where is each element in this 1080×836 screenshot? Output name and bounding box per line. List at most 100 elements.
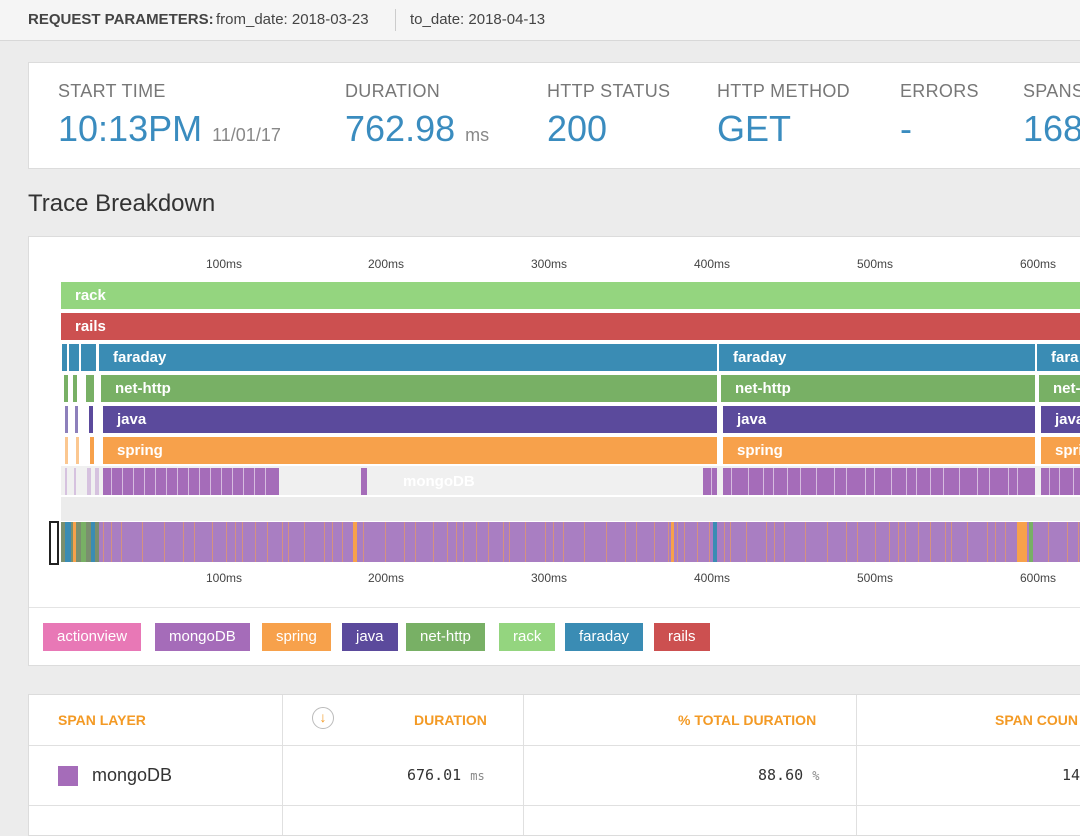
errors-value: - — [900, 108, 912, 149]
minimap-stripe — [332, 522, 333, 562]
header-span-layer[interactable]: SPAN LAYER — [58, 712, 146, 728]
span-bar-mongodb-small[interactable] — [95, 468, 99, 495]
span-bar-spring[interactable]: spring — [103, 437, 717, 464]
span-bar-net-http-small[interactable] — [86, 375, 94, 402]
span-bar-mongodb-small[interactable] — [65, 468, 67, 495]
span-bar-faraday[interactable]: fara — [1037, 344, 1080, 371]
minimap-stripe — [684, 522, 685, 562]
minimap-stripe — [447, 522, 448, 562]
span-bar-spring[interactable]: spri — [1041, 437, 1080, 464]
pct-unit: % — [812, 769, 820, 783]
span-bar-mongodb-small[interactable] — [87, 468, 91, 495]
span-bar-spring-small[interactable] — [65, 437, 68, 464]
minimap-stripe — [1048, 522, 1049, 562]
span-bar-net-http[interactable]: net-http — [721, 375, 1035, 402]
span-bar-mongodb[interactable] — [1041, 468, 1080, 495]
span-separator — [800, 468, 801, 495]
span-bar-label: net- — [1053, 380, 1080, 397]
span-bar-spring[interactable]: spring — [723, 437, 1035, 464]
minimap-stripe — [81, 522, 86, 562]
header-span-count[interactable]: SPAN COUN — [995, 712, 1078, 728]
spans-label: SPANS — [1023, 81, 1080, 101]
minimap-stripe — [889, 522, 890, 562]
span-bar-java[interactable]: java — [1041, 406, 1080, 433]
minimap-stripe — [164, 522, 165, 562]
minimap-stripe — [857, 522, 858, 562]
trace-minimap[interactable] — [61, 522, 1080, 562]
duration-value: 762.98 — [345, 108, 456, 149]
timeline-empty-band — [61, 497, 1080, 521]
legend-item-java[interactable]: java — [342, 623, 398, 651]
span-separator — [111, 468, 112, 495]
span-bar-net-http-small[interactable] — [64, 375, 68, 402]
legend-item-mongodb[interactable]: mongoDB — [155, 623, 250, 651]
span-bar-label: rails — [75, 318, 106, 335]
span-bar-java-small[interactable] — [65, 406, 68, 433]
span-bar-mongodb-label-wrap: mongoDB — [359, 468, 701, 495]
duration-value: 676.01 — [407, 766, 462, 784]
errors-label: ERRORS — [900, 81, 979, 101]
legend-item-net-http[interactable]: net-http — [406, 623, 485, 651]
minimap-stripe — [212, 522, 213, 562]
legend-item-faraday[interactable]: faraday — [565, 623, 644, 651]
table-row-duration: 676.01 ms — [407, 745, 485, 805]
minimap-stripe — [846, 522, 847, 562]
legend-item-rails[interactable]: rails — [654, 623, 710, 651]
span-bar-mongodb[interactable] — [703, 468, 717, 495]
span-separator — [254, 468, 255, 495]
span-bar-java-small[interactable] — [89, 406, 93, 433]
span-bar-faraday-small[interactable] — [62, 344, 67, 371]
span-separator — [155, 468, 156, 495]
span-bar-spring-small[interactable] — [90, 437, 94, 464]
span-separator — [1073, 468, 1074, 495]
axis-tick-label: 300ms — [530, 257, 568, 271]
header-duration[interactable]: DURATION — [414, 712, 487, 728]
span-bar-faraday[interactable]: faraday — [99, 344, 717, 371]
minimap-stripe — [774, 522, 775, 562]
minimap-stripe — [65, 522, 71, 562]
span-bar-net-http[interactable]: net- — [1039, 375, 1080, 402]
span-separator — [166, 468, 167, 495]
minimap-stripe — [875, 522, 876, 562]
span-bar-label: rack — [75, 287, 106, 304]
span-bar-rails[interactable]: rails — [61, 313, 1080, 340]
minimap-stripe — [945, 522, 946, 562]
span-separator — [874, 468, 875, 495]
http-status-label: HTTP STATUS — [547, 81, 671, 101]
minimap-stripe — [995, 522, 996, 562]
span-bar-mongodb[interactable] — [723, 468, 1035, 495]
column-divider — [523, 695, 524, 835]
span-bar-spring-small[interactable] — [76, 437, 79, 464]
sort-desc-icon[interactable]: ↓ — [312, 707, 334, 729]
minimap-stripe — [304, 522, 305, 562]
minimap-stripe — [121, 522, 122, 562]
span-bar-java-small[interactable] — [75, 406, 78, 433]
header-pct-total-duration[interactable]: % TOTAL DURATION — [678, 712, 817, 728]
span-separator — [199, 468, 200, 495]
start-time-value: 10:13PM — [58, 108, 203, 149]
span-bar-faraday[interactable]: faraday — [719, 344, 1035, 371]
minimap-range-handle[interactable] — [49, 521, 59, 565]
legend-item-rack[interactable]: rack — [499, 623, 556, 651]
span-bar-java[interactable]: java — [103, 406, 717, 433]
span-bar-label: faraday — [113, 349, 167, 366]
minimap-stripe — [476, 522, 477, 562]
span-bar-faraday-small[interactable] — [69, 344, 79, 371]
from-date-param: from_date: 2018-03-23 — [216, 11, 369, 28]
minimap-stripe — [1067, 522, 1068, 562]
span-bar-mongodb-small[interactable] — [74, 468, 76, 495]
legend-item-spring[interactable]: spring — [262, 623, 331, 651]
span-bar-mongodb[interactable] — [361, 468, 367, 495]
span-separator — [1008, 468, 1009, 495]
axis-tick-label: 200ms — [367, 257, 405, 271]
span-bar-rack[interactable]: rack — [61, 282, 1080, 309]
legend-item-actionview[interactable]: actionview — [43, 623, 142, 651]
span-separator — [232, 468, 233, 495]
span-bar-net-http[interactable]: net-http — [101, 375, 717, 402]
http-status-value: 200 — [547, 108, 608, 149]
span-separator — [122, 468, 123, 495]
span-bar-java[interactable]: java — [723, 406, 1035, 433]
span-bar-net-http-small[interactable] — [73, 375, 77, 402]
span-bar-mongodb[interactable] — [103, 468, 279, 495]
span-bar-faraday-small[interactable] — [81, 344, 96, 371]
